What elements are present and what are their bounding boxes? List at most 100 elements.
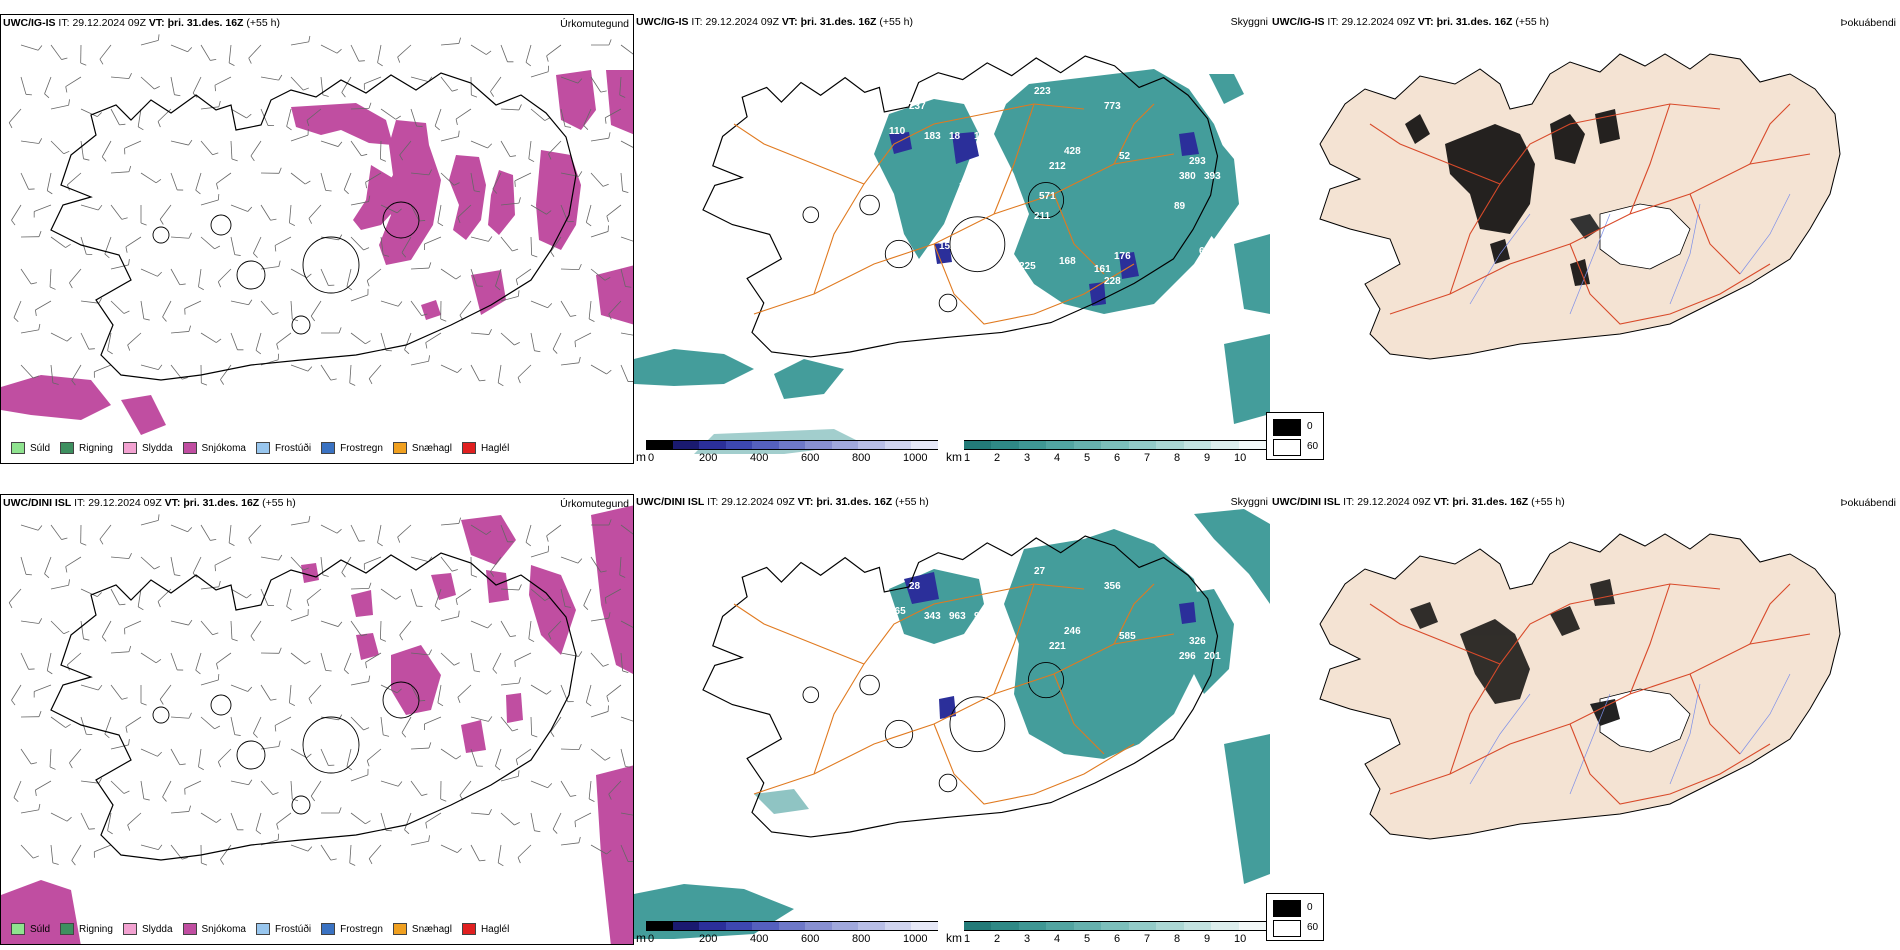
wind-barb (50, 812, 68, 822)
cloud-base-label: 110 (889, 126, 906, 137)
precip-panel-top: UWC/IG-IS IT: 29.12.2024 09Z VT: þri. 31… (0, 14, 634, 464)
wind-barb-feather (289, 222, 295, 226)
snow-area (356, 633, 379, 660)
wind-barb-feather (531, 254, 538, 258)
wind-barb (13, 300, 22, 318)
wind-barb (8, 108, 22, 123)
wind-barb-feather (278, 740, 281, 747)
wind-barb (46, 172, 52, 191)
wind-barb-feather (33, 375, 39, 379)
wind-barb-feather (255, 829, 262, 835)
wind-barb-feather (101, 636, 107, 642)
cloud-base-label: 9 (974, 166, 980, 177)
wind-barb (140, 556, 155, 570)
wind-barb (140, 268, 158, 277)
colorbar-segment (991, 921, 1019, 931)
wind-barb-feather (546, 690, 552, 695)
wind-barb (437, 684, 442, 703)
road-line (1389, 153, 1811, 315)
colorbar-segment (1073, 440, 1102, 450)
wind-barb (170, 811, 189, 814)
road-line (813, 103, 1085, 295)
wind-barb (50, 584, 69, 590)
wind-barb-feather (107, 350, 113, 355)
legend-swatch (122, 923, 137, 935)
cloud-base-label: 27 (1034, 566, 1046, 577)
wind-barb-feather (128, 73, 132, 79)
road-line (813, 583, 1085, 775)
wind-barb-feather (97, 592, 102, 597)
wind-barb-feather (600, 90, 607, 93)
wind-barb-feather (140, 702, 147, 706)
wind-barb-feather (517, 857, 521, 864)
wind-barb-feather (337, 141, 343, 147)
road-line (1629, 583, 1671, 695)
wind-barb (170, 268, 181, 285)
wind-barb (500, 236, 513, 252)
wind-barb-feather (322, 94, 329, 97)
wind-barb (308, 204, 322, 219)
wind-barb (260, 76, 279, 81)
snow-area (591, 505, 633, 674)
wind-barb (440, 136, 459, 142)
wind-barb (230, 780, 249, 786)
wind-barb-feather (622, 670, 629, 673)
wind-barb (230, 204, 248, 212)
wind-barb-feather (127, 824, 131, 831)
colorbar-segment (884, 921, 912, 931)
wind-barb (80, 588, 98, 597)
wind-barb (404, 332, 412, 350)
wind-barb (410, 652, 429, 656)
wind-barb (380, 108, 396, 120)
wind-barb (253, 236, 262, 254)
colorbar-segment (725, 440, 753, 450)
glacier-outline (236, 740, 266, 770)
wind-barb (437, 204, 442, 223)
wind-barb (260, 746, 279, 750)
wind-barb (290, 300, 293, 319)
wind-barb-feather (578, 263, 582, 270)
wind-barb (380, 300, 399, 307)
wind-barb (366, 268, 382, 281)
wind-barb-feather (434, 605, 440, 611)
colorbar-tick: 8 (1174, 452, 1181, 464)
wind-barb (80, 780, 99, 784)
road-line (1569, 243, 1771, 325)
fog-map-top (1319, 53, 1841, 360)
wind-barb-feather (218, 580, 221, 587)
wind-barb (290, 134, 309, 142)
wind-barb (620, 652, 623, 671)
wind-barb (585, 204, 592, 223)
wind-barb (470, 268, 478, 287)
panel-product-title: Skyggni (1230, 16, 1268, 28)
wind-barb-feather (217, 281, 222, 288)
wind-barb (492, 172, 502, 190)
wind-barb (397, 44, 412, 58)
wind-barb (320, 268, 329, 286)
colorbar-segment (699, 921, 726, 931)
road-line (1749, 103, 1791, 165)
wind-barb (170, 716, 189, 719)
wind-barb (290, 172, 306, 185)
wind-barb-feather (604, 597, 607, 604)
wind-barb-feather (214, 565, 216, 572)
wind-barb-feather (337, 621, 343, 627)
wind-barb-feather (248, 299, 253, 305)
cloud-panel-top: 223 237 773 110 183 18 194 32 9 428 52 212 293 380 393… (634, 14, 1270, 464)
wind-barb-feather (303, 567, 309, 571)
wind-barb-feather (158, 364, 163, 370)
low-cloud-area (1179, 602, 1196, 624)
legend-item: Frostúði (255, 923, 311, 935)
wind-barb (350, 587, 370, 590)
wind-barb (192, 76, 202, 94)
wind-barb-feather (69, 762, 73, 769)
wind-barb (110, 300, 125, 314)
wind-barb (220, 364, 232, 380)
wind-barb (320, 748, 329, 766)
cloud-base-label: 292 (984, 251, 1001, 262)
wind-barb (410, 300, 422, 316)
legend-item: Snæhagl (392, 442, 452, 454)
wind-barb-feather (246, 113, 252, 119)
low-cloud-area (1119, 252, 1139, 279)
wind-barb (13, 780, 22, 798)
